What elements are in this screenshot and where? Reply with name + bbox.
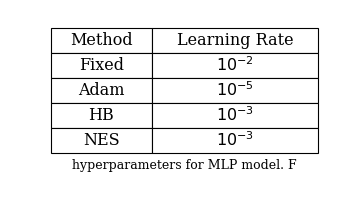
Text: hyperparameters for MLP model. F: hyperparameters for MLP model. F: [72, 159, 297, 172]
